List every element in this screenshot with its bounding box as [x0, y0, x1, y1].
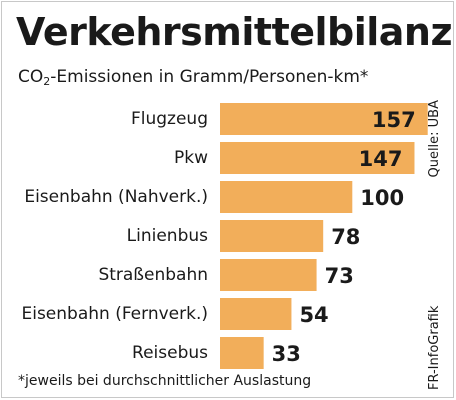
value-label-1: 147	[359, 147, 403, 171]
category-label-5: Eisenbahn (Fernverk.)	[21, 304, 208, 324]
value-label-3: 78	[331, 225, 360, 249]
value-label-6: 33	[272, 342, 301, 366]
category-label-6: Reisebus	[132, 343, 208, 363]
bar-0	[220, 103, 428, 135]
category-label-2: Eisenbahn (Nahverk.)	[24, 187, 208, 207]
source-credit: FR-InfoGrafik Quelle: UBA	[426, 100, 444, 390]
source-label: Quelle: UBA	[427, 100, 442, 178]
category-label-3: Linienbus	[127, 226, 208, 246]
credit-label: FR-InfoGrafik	[427, 305, 442, 390]
value-label-5: 54	[299, 303, 328, 327]
bar-6	[220, 337, 264, 369]
category-label-0: Flugzeug	[131, 109, 208, 129]
bar-2	[220, 181, 353, 213]
chart-title: Verkehrsmittelbilanz	[16, 10, 453, 54]
category-label-4: Straßenbahn	[98, 265, 208, 285]
subtitle-prefix: CO	[18, 67, 44, 87]
value-label-2: 100	[360, 186, 404, 210]
bar-3	[220, 220, 324, 252]
category-label-1: Pkw	[174, 148, 208, 168]
bar-1	[220, 142, 415, 174]
subtitle-subscript: 2	[43, 75, 51, 88]
bar-5	[220, 298, 292, 330]
bar-4	[220, 259, 317, 291]
chart-footnote: *jeweils bei durchschnittlicher Auslastu…	[18, 373, 312, 389]
value-label-0: 157	[372, 108, 416, 132]
value-label-4: 73	[325, 264, 354, 288]
chart-subtitle: CO2-Emissionen in Gramm/Personen-km*	[18, 66, 368, 88]
subtitle-suffix: -Emissionen in Gramm/Personen-km*	[50, 67, 369, 87]
